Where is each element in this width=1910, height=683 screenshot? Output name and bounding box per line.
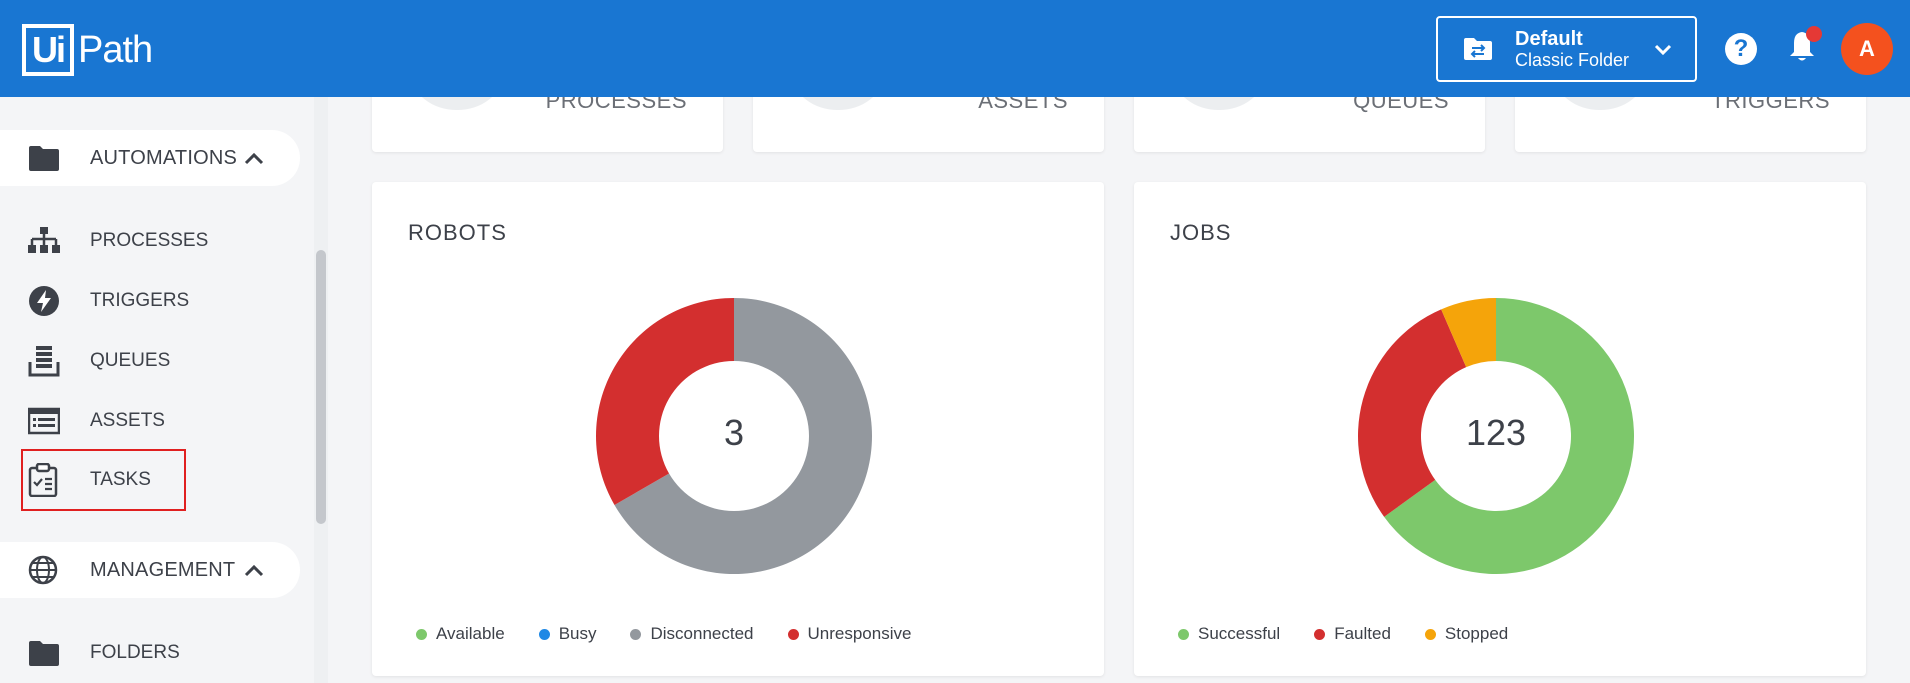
sidebar-section-label: AUTOMATIONS (90, 146, 238, 169)
sidebar-item-tasks[interactable]: TASKS (0, 455, 300, 505)
legend-item-stopped[interactable]: Stopped (1424, 624, 1509, 644)
sidebar-item-queues[interactable]: QUEUES (0, 336, 300, 386)
list-icon (28, 407, 60, 435)
sidebar-item-assets[interactable]: ASSETS (0, 396, 300, 446)
legend-label: Stopped (1444, 624, 1509, 643)
jobs-chart-card: JOBS 123 Successful Faulted Stopped (1134, 182, 1866, 676)
sidebar-item-label: QUEUES (90, 350, 171, 371)
legend-label: Successful (1198, 624, 1281, 643)
globe-icon (28, 555, 58, 585)
legend-dot (416, 628, 427, 640)
legend-item-disconnected[interactable]: Disconnected (630, 624, 754, 644)
legend-item-unresponsive[interactable]: Unresponsive (787, 624, 912, 644)
robots-total: 3 (723, 412, 745, 453)
sidebar-section-label: MANAGEMENT (90, 558, 236, 581)
folder-icon (29, 146, 59, 171)
legend-item-successful[interactable]: Successful (1178, 624, 1280, 644)
donut-slice-successful[interactable] (1384, 298, 1634, 574)
lightning-icon (29, 286, 59, 316)
legend-dot (1314, 628, 1326, 640)
sidebar-item-label: TASKS (90, 469, 151, 490)
logo-box: Ui (22, 24, 74, 76)
jobs-donut-chart (1358, 298, 1634, 574)
logo-text: Path (78, 28, 153, 71)
folder-switch-icon (1464, 38, 1492, 60)
chevron-down-icon (1654, 44, 1672, 56)
clipboard-check-icon (28, 463, 58, 497)
folder-subtitle: Classic Folder (1515, 50, 1630, 70)
robots-donut-chart (596, 298, 872, 574)
chevron-up-icon[interactable] (244, 562, 264, 578)
chevron-up-icon[interactable] (244, 150, 264, 166)
sidebar-scrollbar-thumb[interactable] (316, 250, 326, 524)
jobs-total: 123 (1465, 412, 1527, 453)
hierarchy-icon (28, 227, 60, 253)
sidebar-item-folders[interactable]: FOLDERS (0, 628, 300, 678)
user-avatar[interactable]: A (1841, 23, 1893, 75)
legend-item-faulted[interactable]: Faulted (1314, 624, 1391, 644)
legend-dot (538, 628, 550, 640)
legend-label: Available (436, 624, 505, 643)
sidebar-item-label: ASSETS (90, 410, 165, 431)
sidebar-item-label: FOLDERS (90, 642, 180, 663)
legend-item-busy[interactable]: Busy (538, 624, 597, 644)
help-icon[interactable]: ? (1725, 33, 1757, 65)
notification-badge (1806, 26, 1822, 42)
sidebar-section-automations[interactable]: AUTOMATIONS (0, 130, 300, 186)
folder-selector-button[interactable]: Default Classic Folder (1436, 16, 1697, 82)
donut-slice-faulted[interactable] (1358, 309, 1467, 517)
sidebar-item-processes[interactable]: PROCESSES (0, 216, 300, 266)
donut-slice-unresponsive[interactable] (596, 298, 734, 505)
legend-label: Disconnected (650, 624, 754, 643)
legend-label: Unresponsive (807, 624, 912, 643)
donut-slice-disconnected[interactable] (614, 298, 872, 574)
chart-title: ROBOTS (408, 220, 507, 245)
legend-item-available[interactable]: Available (416, 624, 505, 644)
legend-dot (1424, 628, 1436, 640)
legend-label: Faulted (1334, 624, 1391, 643)
sidebar-item-label: PROCESSES (90, 230, 209, 251)
donut-slice-stopped[interactable] (1441, 298, 1496, 368)
legend-dot (1178, 628, 1189, 640)
robots-chart-card: ROBOTS 3 Available Busy Disconnected Unr… (372, 182, 1104, 676)
queue-icon (28, 346, 60, 377)
sidebar-section-management[interactable]: MANAGEMENT (0, 542, 300, 598)
top-app-bar: Ui Path Default Classic Folder ? A (0, 0, 1910, 97)
legend-label: Busy (558, 624, 597, 643)
folder-title: Default (1515, 28, 1583, 50)
jobs-legend: Successful Faulted Stopped (1178, 624, 1542, 644)
chart-title: JOBS (1170, 220, 1232, 245)
sidebar-item-label: TRIGGERS (90, 290, 190, 311)
folder-icon (29, 641, 59, 666)
robots-legend: Available Busy Disconnected Unresponsive (416, 624, 945, 644)
tasks-highlight-box (21, 449, 186, 511)
uipath-logo[interactable]: Ui Path (22, 24, 153, 76)
legend-dot (787, 628, 799, 640)
sidebar-item-triggers[interactable]: TRIGGERS (0, 276, 300, 326)
legend-dot (630, 628, 642, 640)
